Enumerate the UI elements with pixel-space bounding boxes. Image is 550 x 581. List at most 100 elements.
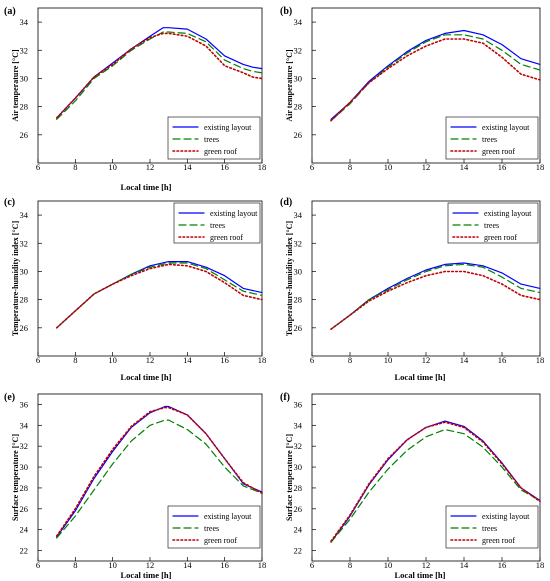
x-tick-label: 14 [183,560,192,570]
y-tick-label: 22 [294,546,303,556]
legend: existing layout trees green roof [173,202,261,244]
series-line-trees [330,263,541,330]
y-tick-label: 26 [20,130,29,140]
x-tick-label: 8 [73,355,77,365]
panel-label: (d) [280,197,292,208]
x-tick-label: 12 [146,162,155,172]
legend-entry: trees [204,135,219,144]
x-tick-label: 18 [536,162,545,172]
y-tick-label: 32 [294,45,303,55]
series-line-trees [56,262,263,329]
y-tick-label: 28 [20,483,29,493]
x-axis-label: Local time [h] [121,182,172,192]
chart-panel-d: (d) 6 8 10 12 14 16 18 26 28 30 32 34 Local time [h] T… [280,197,544,382]
legend-box [445,116,539,160]
x-tick-label: 16 [220,355,229,365]
x-tick-label: 12 [146,560,155,570]
x-tick-label: 8 [348,162,352,172]
x-tick-label: 8 [73,162,77,172]
chart-panel-e: (e) 6 8 10 12 14 16 18 22 24 26 28 30 32 34 36 Local tim… [4,392,266,580]
series-line-trees [330,34,541,122]
panel-label: (f) [280,392,290,403]
x-tick-label: 12 [422,355,431,365]
y-axis-label: Surface temperature [°C] [285,434,294,521]
y-tick-label: 24 [294,525,303,535]
y-tick-label: 28 [20,102,29,112]
x-tick-label: 14 [460,560,469,570]
y-tick-label: 28 [20,295,29,305]
series-line-existing-layout [56,27,263,119]
x-tick-label: 18 [536,355,545,365]
x-tick-label: 18 [258,560,267,570]
series-line-green-roof [55,406,263,537]
x-tick-label: 8 [348,560,352,570]
x-tick-label: 14 [183,162,192,172]
x-tick-label: 18 [258,162,267,172]
y-tick-label: 26 [20,504,29,514]
panel-label: (b) [280,6,292,17]
y-tick-label: 30 [20,462,29,472]
y-tick-label: 32 [20,441,29,451]
x-tick-label: 16 [220,560,229,570]
legend-entry: existing layout [482,512,530,521]
x-axis-label: Local time [h] [395,570,446,580]
legend-entry: trees [482,135,497,144]
series-line-existing-layout [330,29,541,120]
legend-entry: green roof [482,536,515,545]
x-tick-label: 6 [310,560,314,570]
y-axis-label: Temperature-humidity index [°C] [11,221,20,337]
series-line-trees [330,428,541,543]
y-tick-label: 30 [294,266,303,276]
x-tick-label: 8 [348,355,352,365]
y-tick-label: 26 [294,130,303,140]
y-tick-label: 24 [20,525,29,535]
legend-entry: existing layout [204,123,252,132]
x-tick-label: 8 [73,560,77,570]
series-line-trees [56,419,263,539]
y-tick-label: 34 [294,210,303,220]
x-tick-label: 6 [36,355,40,365]
x-tick-label: 10 [108,162,117,172]
legend-box [445,505,539,549]
y-tick-label: 30 [294,462,303,472]
legend-box [167,116,261,160]
x-tick-label: 12 [422,162,431,172]
x-axis-label: Local time [h] [121,570,172,580]
legend-entry: green roof [482,147,515,156]
legend: existing layout trees green roof [167,116,261,160]
series-line-green-roof [330,421,541,542]
x-tick-label: 10 [384,560,393,570]
x-tick-label: 14 [460,355,469,365]
legend-entry: trees [482,524,497,533]
y-axis-label: Air temperature [°C] [11,49,20,122]
series-line-existing-layout [56,261,263,329]
y-axis-label: Air temperature [°C] [285,49,294,122]
legend-entry: trees [204,524,219,533]
legend: existing layout trees green roof [167,505,261,549]
chart-panel-c: (c) 6 8 10 12 14 16 18 26 28 30 32 34 Local time [h] T… [4,197,266,382]
x-tick-label: 10 [384,162,393,172]
chart-panel-b: (b) 6 8 10 12 14 16 18 26 28 30 32 34 Air temperature… [280,6,544,172]
x-tick-label: 18 [536,560,545,570]
x-tick-label: 6 [36,560,40,570]
legend-box [167,505,261,549]
chart-panel-f: (f) 6 8 10 12 14 16 18 22 24 26 28 30 32 34 36 Local tim… [280,392,544,580]
legend-entry: existing layout [210,209,258,218]
y-tick-label: 34 [294,420,303,430]
y-tick-label: 26 [294,323,303,333]
y-tick-label: 26 [294,504,303,514]
legend-entry: trees [210,221,225,230]
legend: existing layout trees green roof [447,202,539,244]
panel-label: (e) [4,392,15,403]
legend: existing layout trees green roof [445,116,539,160]
y-tick-label: 32 [294,441,303,451]
x-tick-label: 6 [36,162,40,172]
series-line-green-roof [55,263,263,329]
panel-label: (a) [4,6,16,17]
legend-entry: green roof [210,233,243,242]
y-tick-label: 32 [294,238,303,248]
y-tick-label: 34 [20,17,29,27]
y-tick-label: 26 [20,323,29,333]
x-tick-label: 16 [498,355,507,365]
